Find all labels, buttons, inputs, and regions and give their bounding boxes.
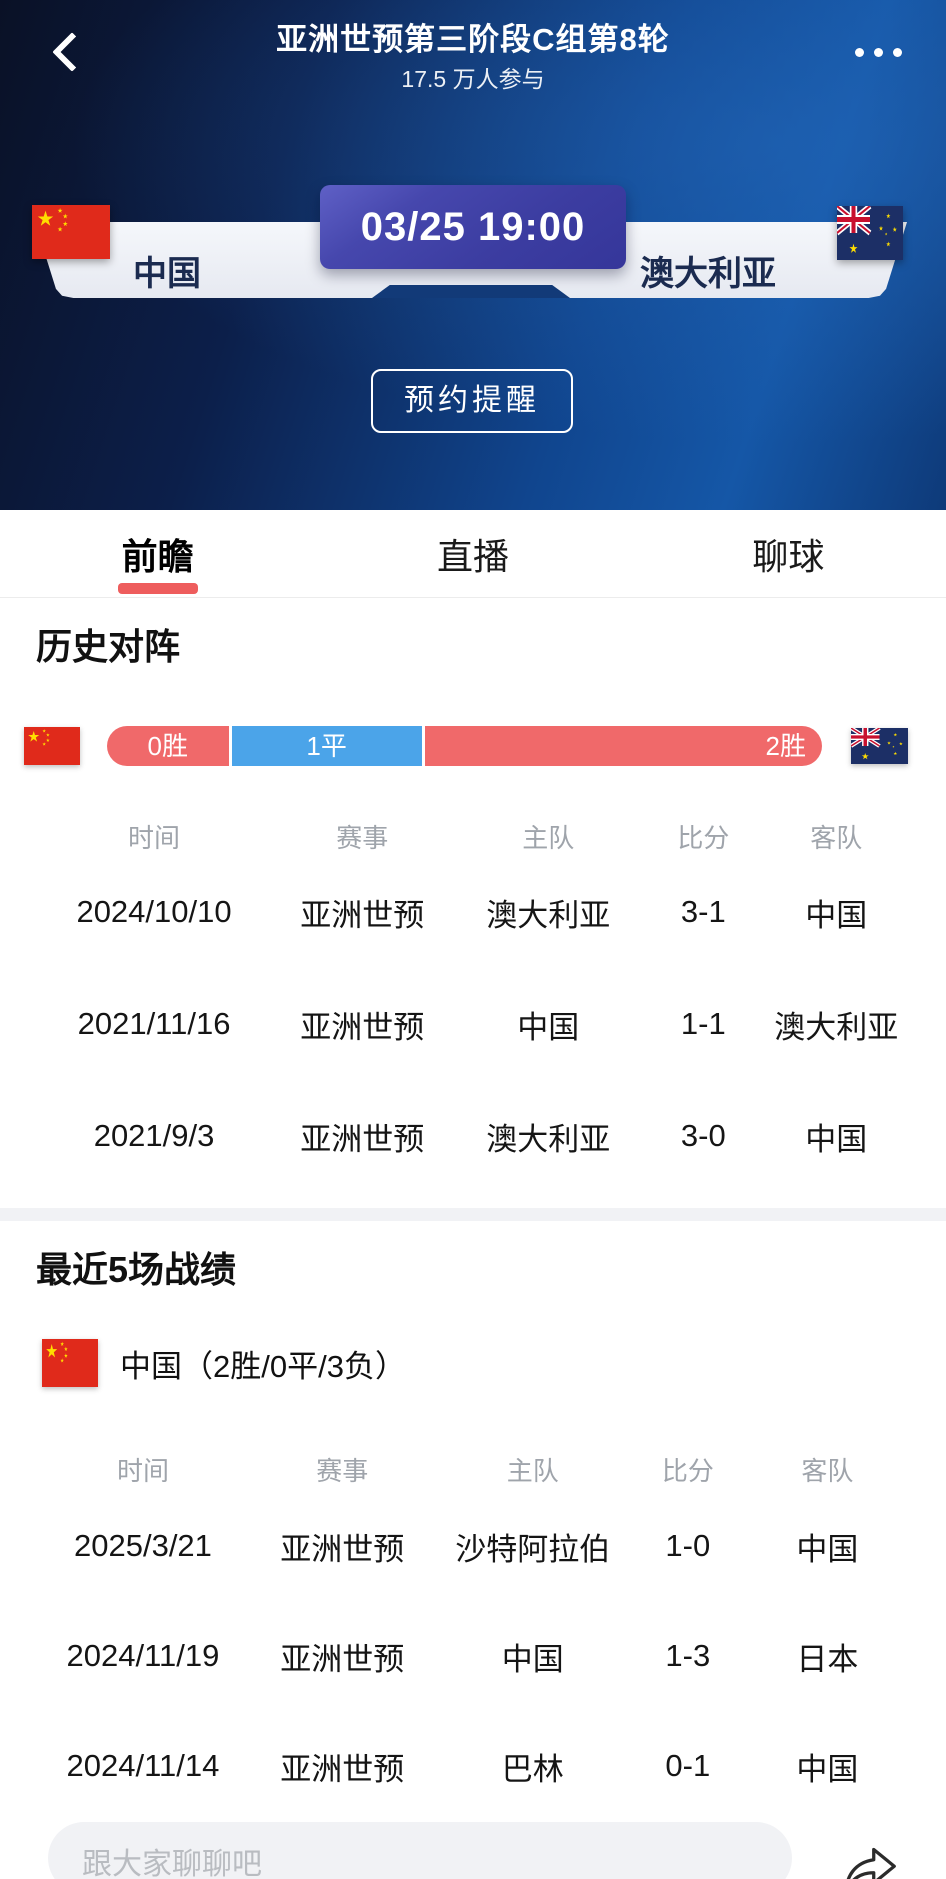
away-wins-segment: 2胜	[424, 726, 822, 766]
match-home-team: 沙特阿拉伯	[455, 1531, 611, 1567]
match-competition: 亚洲世预	[300, 897, 425, 933]
match-away-team: 中国	[805, 897, 868, 933]
tab-bar: 前瞻 直播 聊球	[0, 510, 946, 598]
home-team-name: 中国	[133, 255, 201, 293]
match-away-team: 中国	[805, 1121, 868, 1157]
head-to-head-bar-row: 0胜 1平 2胜	[24, 726, 908, 766]
home-wins-segment: 0胜	[107, 726, 229, 766]
match-competition: 亚洲世预	[300, 1009, 425, 1045]
history-section: 历史对阵 0胜 1平 2胜 时间 赛事 主队 比分 客队	[0, 622, 946, 1192]
recent-section-title: 最近5场战绩	[36, 1249, 237, 1290]
match-home-team: 澳大利亚	[486, 1121, 611, 1157]
recent-table: 时间 赛事 主队 比分 客队 2025/3/21 亚洲世预 沙特阿拉伯 1-0 …	[30, 1447, 916, 1821]
comment-composer-bar	[0, 1818, 946, 1879]
share-icon[interactable]	[842, 1842, 898, 1879]
match-date: 2025/3/21	[74, 1528, 212, 1563]
match-date: 2021/9/3	[93, 1118, 215, 1153]
table-row: 2024/11/19 亚洲世预 中国 1-3 日本	[30, 1601, 916, 1711]
match-date: 2024/11/14	[66, 1748, 220, 1783]
match-competition: 亚洲世预	[280, 1751, 405, 1787]
recent-form-section: 最近5场战绩 中国（2胜/0平/3负） 时间 赛事 主队 比分 客队 2025/…	[0, 1245, 946, 1821]
preview-content: 历史对阵 0胜 1平 2胜 时间 赛事 主队 比分 客队	[0, 598, 946, 1821]
australia-flag-icon	[837, 206, 903, 260]
match-date: 2024/10/10	[76, 894, 232, 929]
match-home-team: 中国	[517, 1009, 580, 1045]
participants-count: 17.5 万人参与	[401, 66, 545, 92]
china-flag-icon	[24, 727, 80, 765]
match-competition: 亚洲世预	[280, 1531, 405, 1567]
tab-live-label: 直播	[436, 535, 509, 577]
match-header: 亚洲世预第三阶段C组第8轮 17.5 万人参与 中国 03/25 19:00 澳…	[0, 0, 946, 510]
col-header-competition: 赛事	[316, 1455, 369, 1486]
away-team-name: 澳大利亚	[640, 255, 776, 293]
match-score: 3-0	[680, 1118, 726, 1153]
col-header-away: 客队	[801, 1455, 854, 1486]
match-date: 2021/11/16	[77, 1006, 231, 1041]
table-row: 2021/11/16 亚洲世预 中国 1-1 澳大利亚	[30, 968, 916, 1080]
col-header-home: 主队	[506, 1455, 559, 1486]
more-menu-icon[interactable]	[855, 48, 902, 57]
tab-preview[interactable]: 前瞻	[0, 510, 315, 597]
comment-input-pill	[48, 1822, 792, 1879]
match-away-team: 日本	[796, 1641, 859, 1677]
head-to-head-bar: 0胜 1平 2胜	[107, 726, 822, 766]
match-home-team: 中国	[501, 1641, 564, 1677]
match-score: 1-0	[665, 1528, 711, 1563]
comment-input[interactable]	[48, 1822, 792, 1879]
australia-flag-icon	[851, 728, 908, 764]
active-tab-indicator	[117, 583, 198, 594]
match-score: 0-1	[665, 1748, 711, 1783]
match-score: 1-3	[665, 1638, 711, 1673]
col-header-time: 时间	[116, 1455, 169, 1486]
reserve-reminder-button[interactable]: 预约提醒	[371, 369, 573, 433]
col-header-home: 主队	[522, 822, 575, 853]
col-header-away: 客队	[810, 822, 863, 853]
match-score: 1-1	[680, 1006, 726, 1041]
history-table: 时间 赛事 主队 比分 客队 2024/10/10 亚洲世预 澳大利亚 3-1 …	[30, 816, 916, 1192]
table-header-row: 时间 赛事 主队 比分 客队	[30, 816, 916, 856]
col-header-competition: 赛事	[336, 822, 389, 853]
col-header-score: 比分	[677, 822, 730, 853]
tab-preview-label: 前瞻	[121, 535, 194, 577]
section-divider	[0, 1208, 946, 1221]
team-form-text: 中国（2胜/0平/3负）	[120, 1348, 406, 1384]
page-title: 亚洲世预第三阶段C组第8轮	[276, 22, 670, 57]
col-header-score: 比分	[661, 1455, 714, 1486]
draws-segment: 1平	[231, 726, 422, 766]
match-competition: 亚洲世预	[280, 1641, 405, 1677]
china-flag-icon	[42, 1339, 98, 1387]
match-date: 2024/11/19	[66, 1638, 220, 1673]
table-row: 2024/11/14 亚洲世预 巴林 0-1 中国	[30, 1711, 916, 1821]
tab-live[interactable]: 直播	[315, 510, 630, 597]
table-row: 2025/3/21 亚洲世预 沙特阿拉伯 1-0 中国	[30, 1491, 916, 1601]
china-flag-icon	[32, 205, 110, 259]
match-score: 3-1	[680, 894, 726, 929]
match-away-team: 中国	[796, 1531, 859, 1567]
match-home-team: 澳大利亚	[486, 897, 611, 933]
table-header-row: 时间 赛事 主队 比分 客队	[30, 1447, 916, 1491]
col-header-time: 时间	[128, 822, 181, 853]
tab-chat-label: 聊球	[752, 535, 825, 577]
banner-notch	[372, 285, 570, 298]
kickoff-time-badge: 03/25 19:00	[320, 185, 626, 269]
table-row: 2024/10/10 亚洲世预 澳大利亚 3-1 中国	[30, 856, 916, 968]
tab-chat[interactable]: 聊球	[631, 510, 946, 597]
match-home-team: 巴林	[501, 1751, 564, 1787]
table-row: 2021/9/3 亚洲世预 澳大利亚 3-0 中国	[30, 1080, 916, 1192]
team-form-summary: 中国（2胜/0平/3负）	[42, 1335, 946, 1391]
match-away-team: 澳大利亚	[774, 1009, 899, 1045]
match-away-team: 中国	[796, 1751, 859, 1787]
match-competition: 亚洲世预	[300, 1121, 425, 1157]
history-section-title: 历史对阵	[36, 626, 181, 667]
